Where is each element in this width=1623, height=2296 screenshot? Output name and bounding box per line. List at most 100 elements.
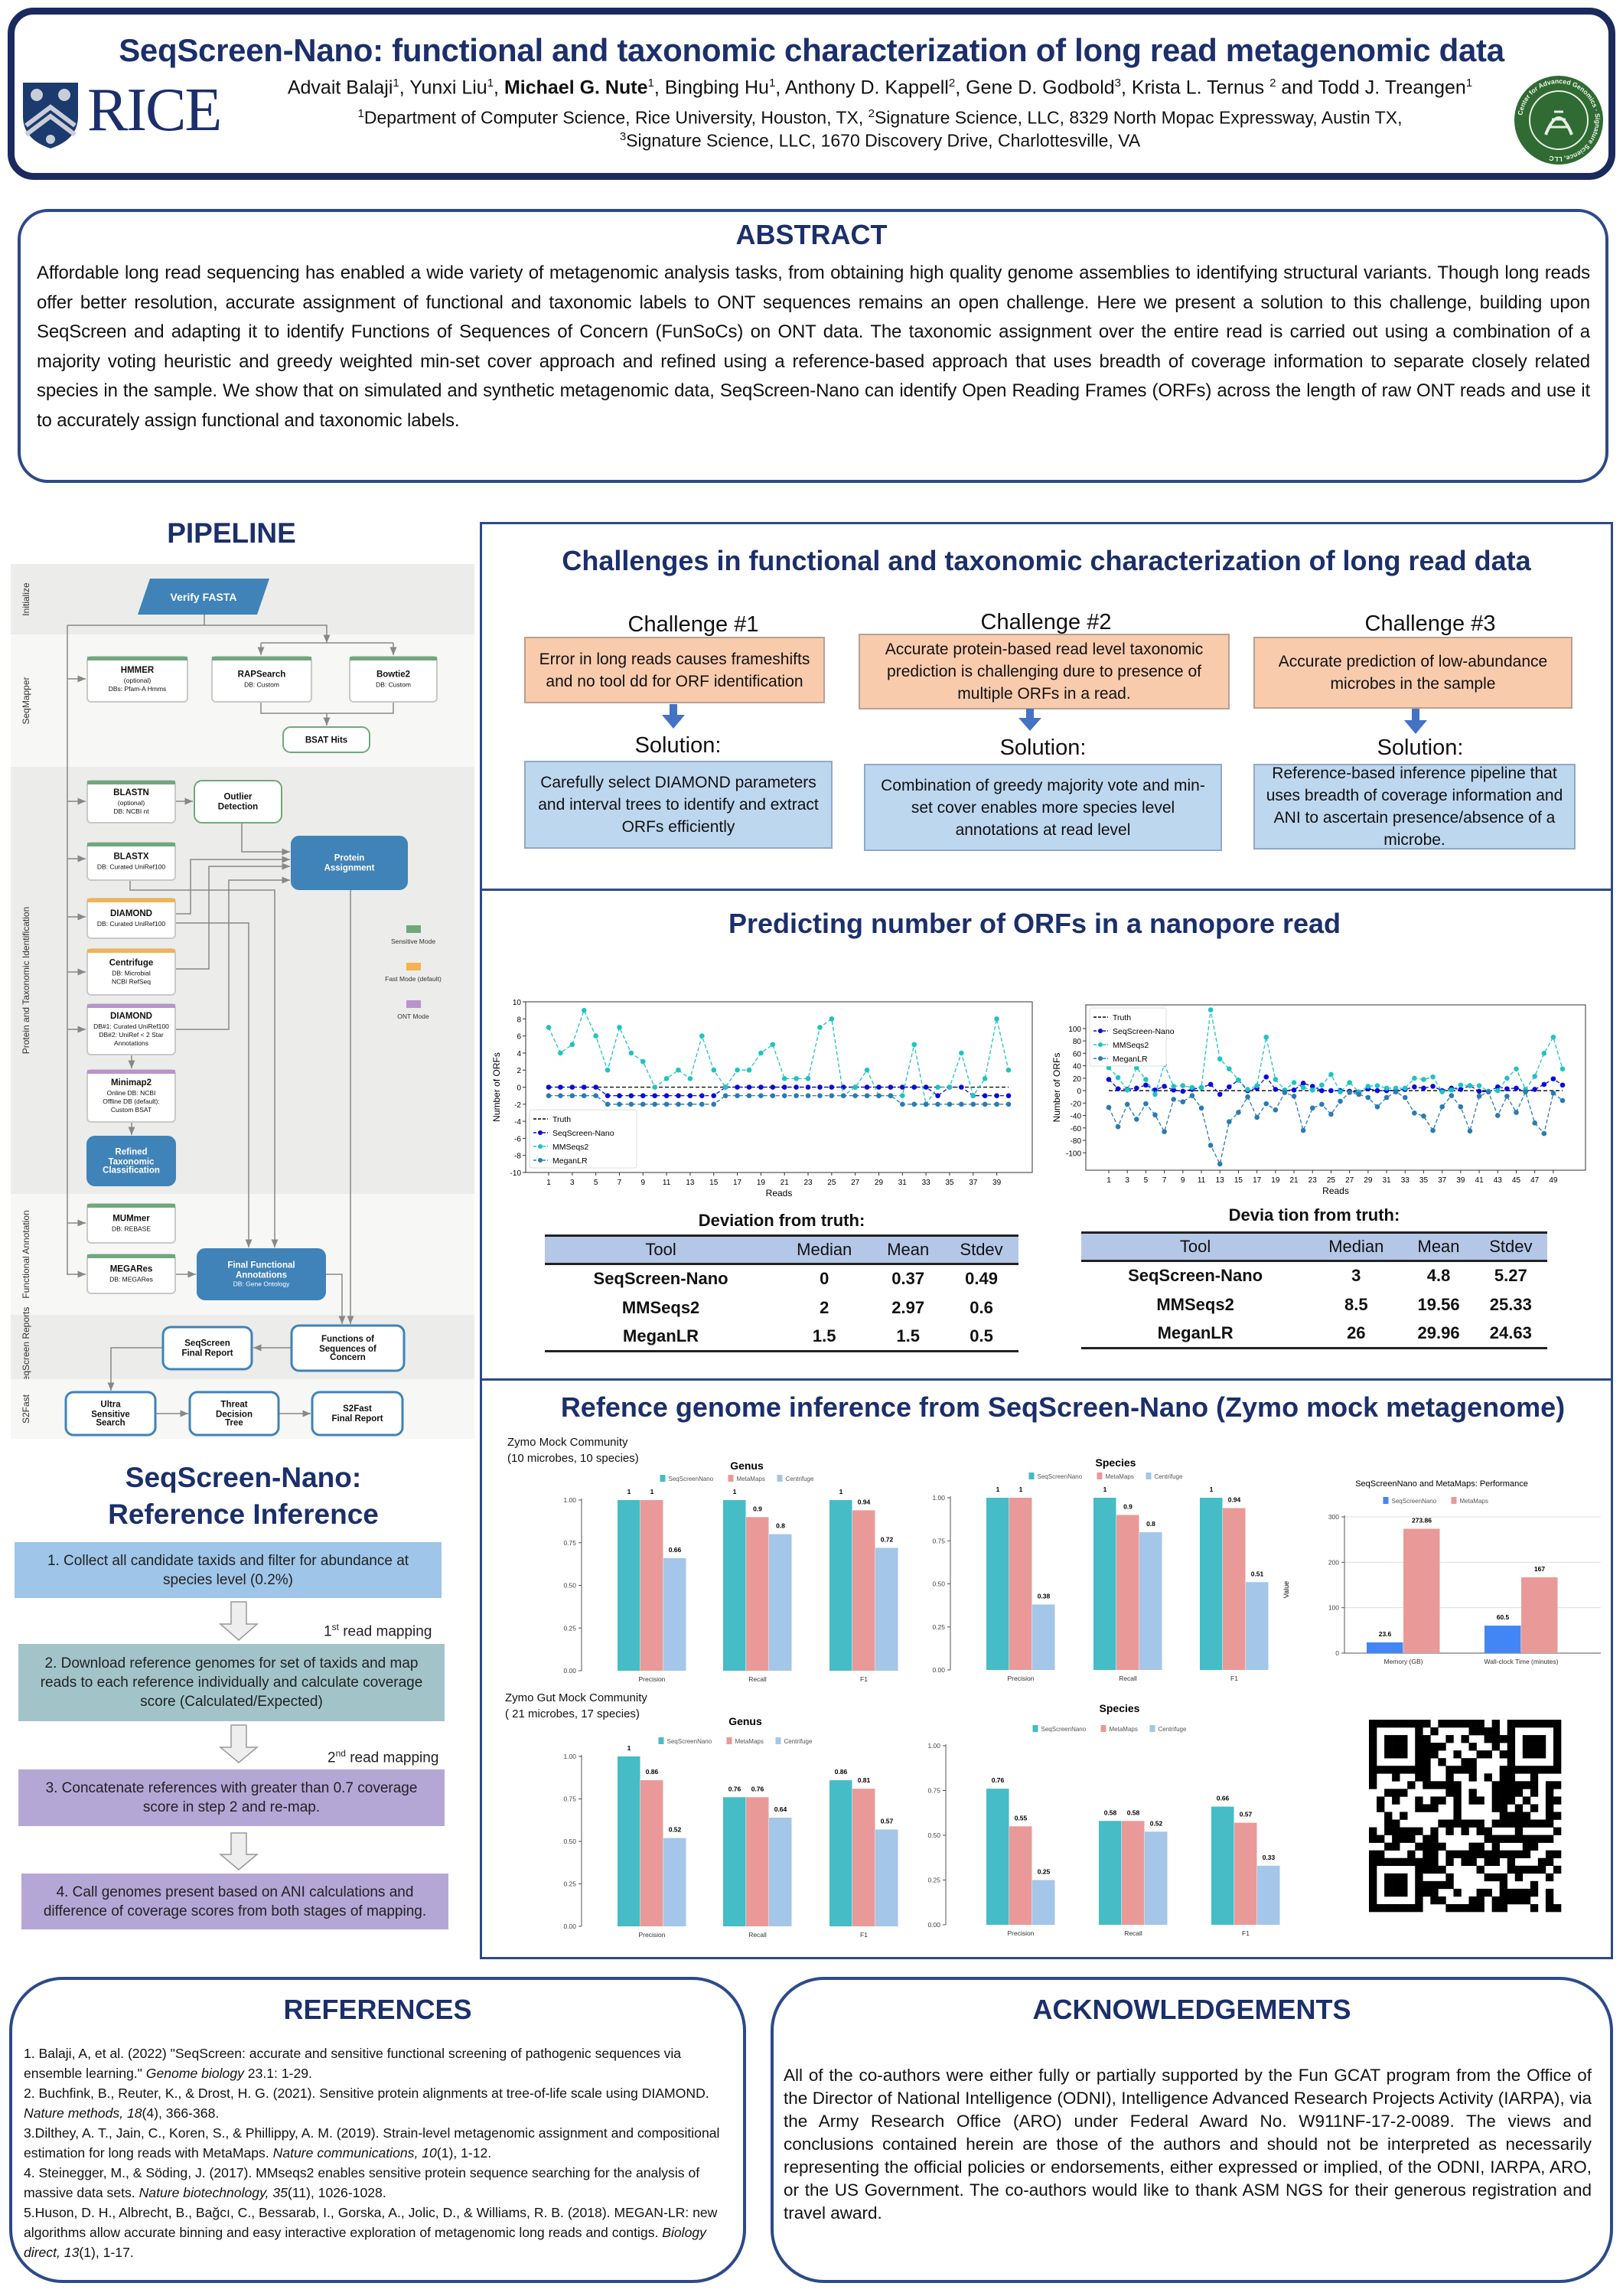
solution-2-box: Combination of greedy majority vote and … xyxy=(864,764,1222,851)
data-point xyxy=(1217,1161,1223,1167)
qr-module xyxy=(1553,1750,1562,1759)
qr-module xyxy=(1415,1758,1423,1766)
qr-module xyxy=(1369,1773,1377,1782)
data-point xyxy=(805,1093,811,1098)
bar-Centrifuge xyxy=(663,1557,686,1671)
acknowledgements-title: ACKNOWLEDGEMENTS xyxy=(1032,1994,1351,2025)
qr-module xyxy=(1377,1835,1385,1843)
node-label: Annotations xyxy=(236,1271,287,1280)
orf-title: Predicting number of ORFs in a nanopore … xyxy=(728,908,1341,939)
qr-module xyxy=(1445,1735,1454,1743)
data-point xyxy=(1300,1081,1306,1086)
pipeline-connector xyxy=(175,876,290,1030)
data-point xyxy=(1514,1066,1519,1071)
qr-module xyxy=(1400,1743,1408,1751)
table-cell: MeganLR xyxy=(1081,1319,1310,1349)
qr-module xyxy=(1377,1720,1385,1728)
mode-bar xyxy=(87,781,175,784)
qr-module xyxy=(1438,1819,1446,1828)
category-label: Recall xyxy=(748,1675,767,1683)
legend-frame xyxy=(1089,1007,1167,1067)
qr-module xyxy=(1537,1735,1546,1743)
qr-module xyxy=(1430,1796,1439,1805)
mode-bar xyxy=(87,899,175,902)
data-point xyxy=(1467,1083,1473,1088)
qr-module xyxy=(1545,1903,1554,1913)
bar-value-label: 0.86 xyxy=(835,1768,848,1776)
qr-module xyxy=(1491,1789,1500,1797)
x-tick-label: 37 xyxy=(1438,1176,1447,1185)
qr-module xyxy=(1499,1819,1508,1828)
qr-module xyxy=(1507,1735,1516,1743)
node-label: DB: Custom xyxy=(244,681,279,689)
data-point xyxy=(1282,1090,1288,1095)
qr-module xyxy=(1468,1796,1477,1805)
data-point xyxy=(1171,1097,1177,1102)
author-name: Todd J. Treangen xyxy=(1318,77,1466,99)
qr-module xyxy=(1392,1789,1400,1797)
data-point xyxy=(558,1093,563,1098)
legend-label: MetaMaps xyxy=(1460,1498,1488,1505)
table-cell: 19.56 xyxy=(1417,1294,1460,1314)
bar-value-label: 1 xyxy=(733,1488,737,1495)
data-point xyxy=(1189,1093,1195,1098)
bar-value-label: 0.57 xyxy=(1240,1811,1253,1818)
band-label: Functional Annotation xyxy=(21,1210,31,1298)
pipeline-node-verify: Verify FASTA xyxy=(138,579,269,615)
pipeline-title: PIPELINE xyxy=(167,517,296,549)
data-point xyxy=(1338,1098,1343,1104)
qr-code[interactable] xyxy=(1369,1720,1562,1913)
challenges-title: Challenges in functional and taxonomic c… xyxy=(562,545,1531,576)
abstract-box xyxy=(18,209,1608,483)
bar-value-label: 0.33 xyxy=(1263,1854,1276,1861)
qr-module xyxy=(1507,1812,1516,1820)
bar-Centrifuge xyxy=(769,1534,792,1671)
y-tick-label: 0.00 xyxy=(563,1923,576,1930)
data-point xyxy=(1152,1091,1158,1097)
author-separator: , xyxy=(955,77,966,99)
data-point xyxy=(935,1093,940,1098)
series-line-MeganLR xyxy=(549,1095,1009,1105)
qr-module xyxy=(1484,1735,1492,1743)
legend-frame xyxy=(529,1109,637,1169)
table-cell: 0.5 xyxy=(944,1322,1018,1352)
legend-swatch xyxy=(726,1737,732,1744)
data-point xyxy=(1541,1051,1547,1056)
qr-module xyxy=(1415,1720,1423,1728)
band-label: Initialize xyxy=(21,582,31,616)
data-point xyxy=(1393,1089,1399,1094)
node-label: DB: NCBI nt xyxy=(113,807,149,815)
node-label: Final Functional xyxy=(227,1261,295,1270)
poster-title: SeqScreen-Nano: functional and taxonomic… xyxy=(119,32,1504,68)
data-point xyxy=(735,1093,740,1098)
qr-module xyxy=(1384,1819,1393,1828)
qr-module xyxy=(1522,1796,1531,1805)
node-label: DIAMOND xyxy=(110,1012,152,1021)
qr-module xyxy=(1438,1880,1446,1890)
qr-module xyxy=(1423,1804,1431,1812)
data-point xyxy=(864,1093,870,1098)
x-tick-label: 1 xyxy=(546,1179,551,1187)
qr-module xyxy=(1415,1888,1423,1897)
qr-module xyxy=(1514,1865,1524,1874)
label-sup: nd xyxy=(335,1748,346,1759)
qr-module xyxy=(1491,1735,1500,1743)
reference-text: (1), 1-17. xyxy=(79,2245,134,2260)
bar-MetaMaps xyxy=(1223,1508,1246,1670)
band-label: SeqMapper xyxy=(21,677,31,724)
qr-module xyxy=(1507,1835,1516,1843)
data-point xyxy=(852,1084,858,1090)
legend-label: MMSeqs2 xyxy=(552,1143,588,1152)
data-point xyxy=(617,1101,622,1107)
data-point xyxy=(1476,1094,1482,1099)
qr-module xyxy=(1522,1835,1531,1843)
table-cell: 2 xyxy=(820,1297,829,1317)
qr-module xyxy=(1545,1766,1554,1774)
data-point xyxy=(1458,1087,1464,1092)
node-label: S2Fast xyxy=(343,1404,372,1414)
x-tick-label: 27 xyxy=(1345,1176,1354,1185)
legend-label: SeqScreenNano xyxy=(667,1738,712,1745)
qr-module xyxy=(1545,1850,1554,1859)
mode-bar xyxy=(87,1070,175,1074)
data-point xyxy=(1263,1101,1269,1107)
